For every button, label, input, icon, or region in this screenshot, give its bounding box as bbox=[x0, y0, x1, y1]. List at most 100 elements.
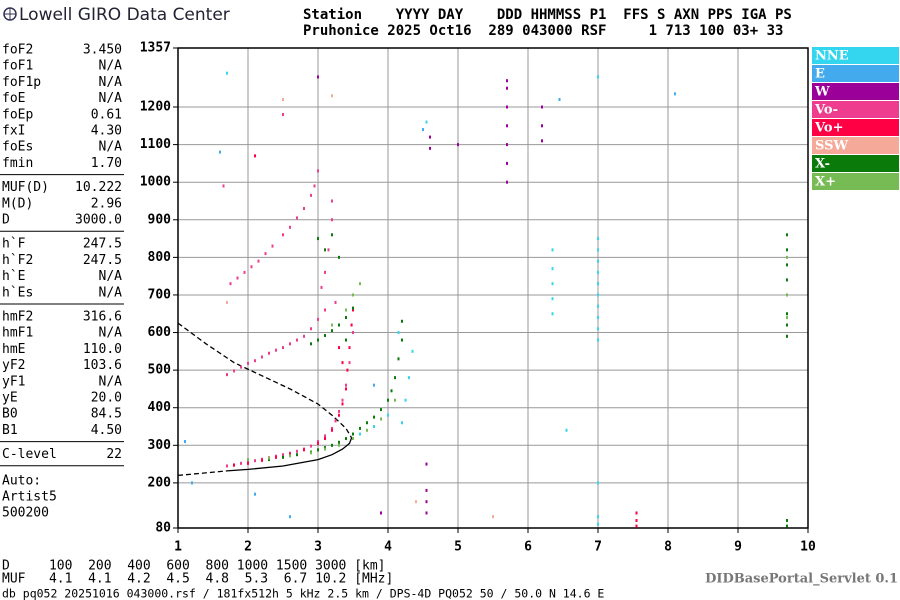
param-name: fxI bbox=[2, 124, 25, 139]
echo-point bbox=[236, 276, 239, 280]
echo-point bbox=[296, 453, 298, 457]
param-name: foEp bbox=[2, 107, 33, 122]
echo-point bbox=[425, 488, 428, 492]
echo-point bbox=[422, 128, 424, 132]
distance-row: D 100 200 400 600 800 1000 1500 3000 [km… bbox=[2, 559, 386, 574]
echo-point bbox=[345, 308, 347, 312]
param-value: 0.61 bbox=[91, 107, 122, 122]
echo-point bbox=[394, 398, 396, 402]
echo-point bbox=[338, 323, 340, 327]
echo-point bbox=[425, 511, 428, 515]
param-value: 316.6 bbox=[83, 310, 122, 325]
x-tick-label: 6 bbox=[524, 540, 532, 555]
logo-cross bbox=[4, 8, 16, 20]
muf-row: MUF 4.1 4.1 4.2 4.5 4.8 5.3 6.7 10.2 [MH… bbox=[2, 572, 393, 587]
y-tick-label: 200 bbox=[148, 475, 172, 490]
legend-swatch bbox=[812, 101, 899, 118]
echo-point bbox=[264, 252, 267, 256]
param-name: MUF(D) bbox=[2, 180, 49, 195]
echo-point bbox=[408, 376, 410, 380]
echo-point bbox=[240, 461, 242, 465]
echo-point bbox=[324, 447, 326, 451]
echo-point bbox=[184, 440, 186, 444]
echo-point bbox=[317, 448, 319, 452]
echo-point bbox=[352, 306, 354, 310]
param-name: h`E bbox=[2, 269, 25, 284]
echo-point bbox=[338, 409, 340, 413]
echo-point bbox=[338, 443, 340, 447]
echo-point bbox=[303, 448, 305, 452]
echo-point bbox=[597, 75, 599, 79]
x-tick-label: 10 bbox=[800, 540, 816, 555]
echo-point bbox=[346, 368, 349, 372]
echo-point bbox=[597, 316, 599, 320]
x-tick-label: 9 bbox=[734, 540, 742, 555]
echo-point bbox=[401, 319, 403, 323]
echo-point bbox=[254, 359, 256, 363]
param-value: 84.5 bbox=[91, 407, 122, 422]
profile-curve bbox=[226, 437, 353, 472]
echo-point bbox=[324, 270, 326, 274]
autoscaling-text: Artist5 bbox=[2, 489, 57, 504]
echo-point bbox=[597, 481, 599, 485]
echo-point bbox=[268, 458, 270, 462]
echo-point bbox=[348, 361, 351, 365]
echo-point bbox=[786, 278, 788, 282]
param-value: 4.30 bbox=[91, 124, 122, 139]
param-name: foF2 bbox=[2, 43, 33, 58]
echo-point bbox=[268, 456, 270, 460]
echo-point bbox=[345, 387, 347, 391]
echo-point bbox=[254, 459, 256, 463]
echo-point bbox=[348, 346, 351, 350]
y-tick-label: 80 bbox=[155, 521, 171, 536]
param-name: fmin bbox=[2, 156, 33, 171]
echo-point bbox=[352, 437, 354, 441]
echo-point bbox=[226, 71, 228, 75]
param-value: 3.450 bbox=[83, 43, 122, 58]
echo-point bbox=[565, 428, 568, 432]
echo-point bbox=[597, 282, 599, 286]
echo-point bbox=[313, 184, 316, 188]
echo-point bbox=[429, 135, 431, 139]
echo-point bbox=[303, 334, 305, 338]
station-values: Pruhonice 2025 Oct16 289 043000 RSF 1 71… bbox=[303, 23, 783, 39]
echo-point bbox=[219, 150, 221, 154]
echo-point bbox=[247, 458, 249, 462]
y-tick-label: 1100 bbox=[140, 137, 171, 152]
echo-point bbox=[373, 415, 375, 419]
echo-point bbox=[359, 426, 361, 430]
echo-point bbox=[324, 334, 326, 338]
echo-point bbox=[324, 308, 326, 312]
legend-swatch bbox=[812, 137, 899, 154]
echo-point bbox=[289, 452, 291, 456]
echo-point bbox=[551, 282, 554, 286]
site-title: Lowell GIRO Data Center bbox=[19, 5, 230, 25]
echo-point bbox=[331, 329, 333, 333]
param-value: 3000.0 bbox=[75, 213, 122, 228]
echo-point bbox=[541, 105, 543, 109]
echo-point bbox=[275, 348, 277, 352]
echo-point bbox=[551, 267, 554, 271]
echo-point bbox=[786, 316, 788, 320]
echo-point bbox=[786, 334, 788, 338]
echo-point bbox=[261, 355, 263, 359]
echo-point bbox=[233, 369, 235, 373]
param-name: h`F2 bbox=[2, 253, 33, 268]
param-value: 110.0 bbox=[83, 342, 122, 357]
legend-label: NNE bbox=[815, 49, 849, 64]
x-tick-label: 5 bbox=[454, 540, 462, 555]
echo-point bbox=[271, 244, 274, 248]
echo-point bbox=[506, 124, 508, 128]
y-tick-label: 1000 bbox=[140, 175, 171, 190]
param-value: 247.5 bbox=[83, 253, 122, 268]
echo-point bbox=[226, 300, 228, 304]
echo-point bbox=[257, 259, 260, 263]
param-name: M(D) bbox=[2, 196, 33, 211]
echo-point bbox=[401, 338, 403, 342]
echo-point bbox=[506, 86, 508, 90]
plot-area bbox=[178, 48, 808, 528]
echo-point bbox=[331, 199, 333, 203]
station-header: Station YYYY DAY DDD HHMMSS P1 FFS S AXN… bbox=[303, 7, 792, 23]
echo-point bbox=[191, 481, 193, 485]
echo-point bbox=[282, 233, 284, 237]
